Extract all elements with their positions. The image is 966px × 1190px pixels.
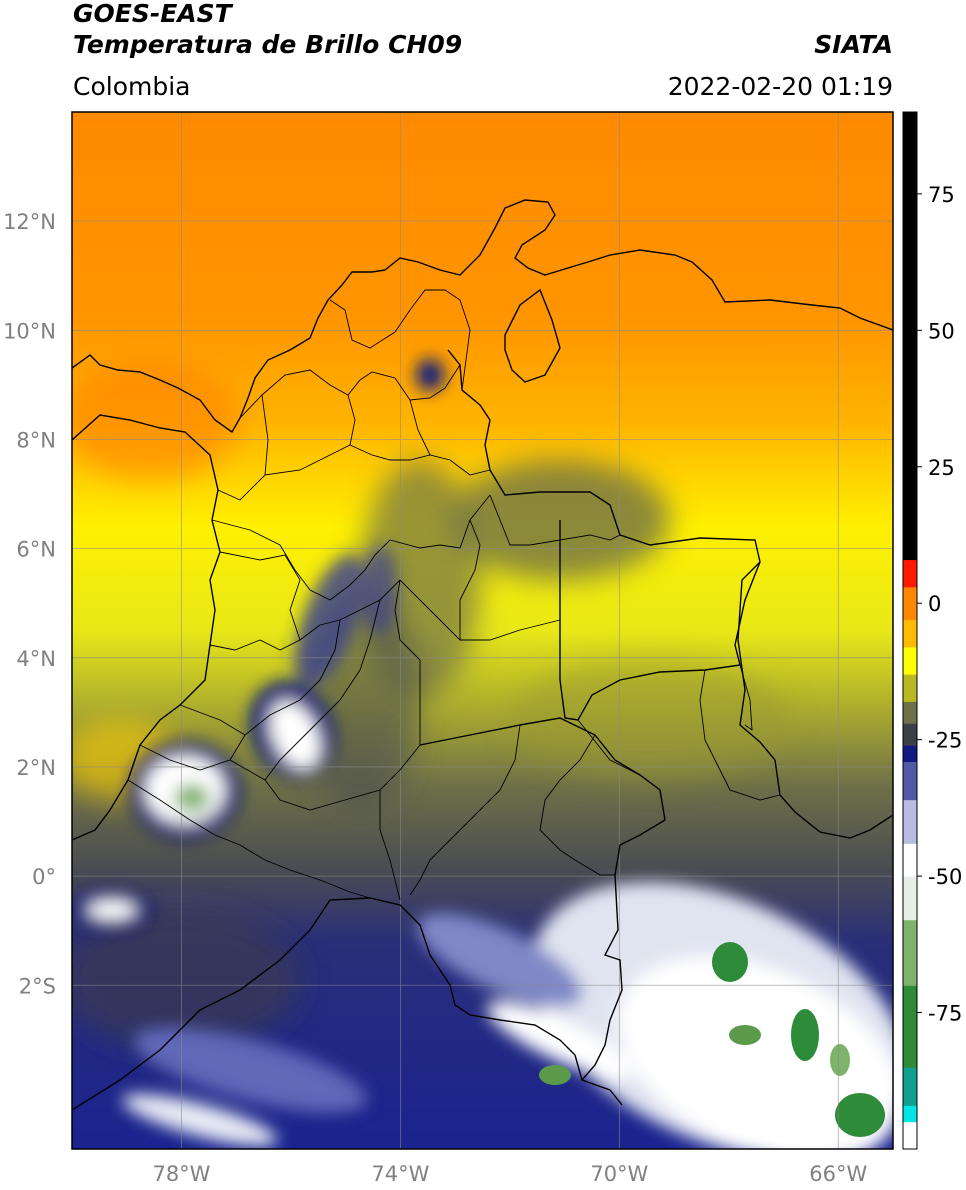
lat-tick-label: 2°S <box>19 974 56 998</box>
country-borders <box>72 199 893 1111</box>
colorbar-segment <box>903 723 917 746</box>
colorbar-segment <box>903 745 917 762</box>
colorbar-segment <box>903 761 917 801</box>
region-label: Colombia <box>73 72 191 101</box>
brightness-temperature-image <box>72 112 893 1149</box>
lon-tick-label: 66°W <box>809 1162 867 1186</box>
colorbar-segment <box>903 876 917 921</box>
colorbar-segment <box>903 1121 917 1150</box>
organization-label: SIATA <box>814 30 893 59</box>
colorbar-segment <box>903 1105 917 1123</box>
satellite-name: GOES-EAST <box>73 0 232 28</box>
colorbar-segment <box>903 559 917 588</box>
longitude-ticks: 78°W 74°W 70°W 66°W <box>152 1162 867 1186</box>
colorbar-tick-label: -75 <box>928 1002 962 1026</box>
lat-tick-label: 6°N <box>16 538 56 562</box>
lon-tick-label: 78°W <box>152 1162 210 1186</box>
colorbar-segment <box>903 646 917 675</box>
colorbar-tick-label: 50 <box>928 319 955 343</box>
colorbar-segment <box>903 112 917 561</box>
product-title: Temperatura de Brillo CH09 <box>73 30 463 59</box>
colorbar-segment <box>903 701 917 724</box>
colorbar-tick-label: 75 <box>928 183 955 207</box>
colorbar-tick-label: -25 <box>928 729 962 753</box>
colorbar-tick-label: -50 <box>928 865 962 889</box>
latitude-ticks: 12°N 10°N 8°N 6°N 4°N 2°N 0° 2°S <box>3 210 56 998</box>
colorbar-segment <box>903 1067 917 1106</box>
colorbar-segment <box>903 674 917 702</box>
lon-tick-label: 74°W <box>371 1162 429 1186</box>
colorbar-segment <box>903 985 917 1068</box>
lat-tick-label: 0° <box>32 865 56 889</box>
colorbar-segment <box>903 919 917 986</box>
lat-tick-label: 2°N <box>16 756 56 780</box>
lat-tick-label: 8°N <box>16 428 56 452</box>
colorbar-segment <box>903 799 917 844</box>
colorbar-segment <box>903 619 917 648</box>
lat-tick-label: 12°N <box>3 210 56 234</box>
colorbar-tick-label: 0 <box>928 592 941 616</box>
map-frame <box>71 111 894 1150</box>
lat-tick-label: 10°N <box>3 319 56 343</box>
lat-tick-label: 4°N <box>16 647 56 671</box>
colorbar-segment <box>903 586 917 621</box>
timestamp-label: 2022-02-20 01:19 <box>667 72 893 101</box>
lon-tick-label: 70°W <box>590 1162 648 1186</box>
department-borders <box>127 289 781 901</box>
colorbar-frame <box>902 111 918 1150</box>
colorbar-segment <box>903 843 917 877</box>
colorbar: 75 50 25 0 -25 -50 -75 <box>902 111 962 1150</box>
colorbar-tick-label: 25 <box>928 456 955 480</box>
